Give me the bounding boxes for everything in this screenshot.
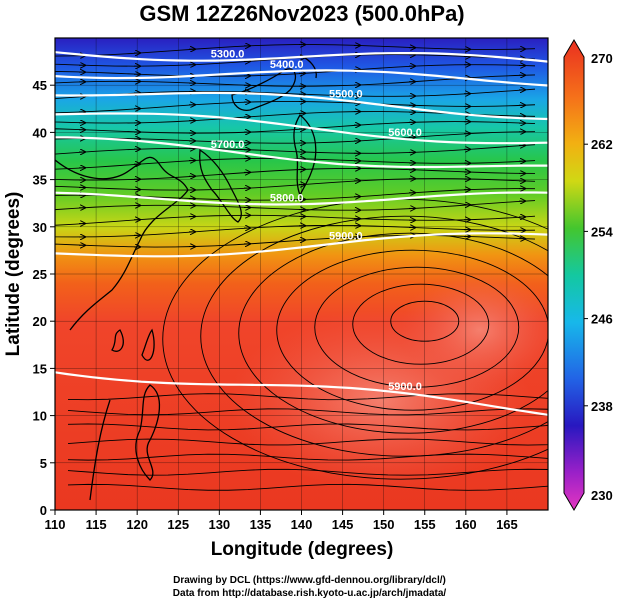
streamline (67, 483, 548, 491)
contour-line (55, 91, 548, 121)
streamline (67, 393, 548, 401)
streamline (55, 214, 536, 226)
streamline (55, 168, 536, 181)
plot-area: 5300.0 5400.0 5500.0 5600.0 5700.0 5800.0 5900… (55, 38, 548, 510)
colorbar-bar (563, 39, 585, 511)
contour-line (55, 51, 548, 63)
contour-line (55, 191, 548, 206)
y-tick-label: 5 (40, 456, 47, 471)
wind-streamlines (55, 44, 548, 491)
x-tick-label: 120 (126, 517, 148, 532)
streamline (55, 44, 536, 57)
streamline (67, 438, 548, 446)
contour-line (55, 371, 548, 416)
x-tick-label: 135 (250, 517, 272, 532)
warm-core-east (400, 270, 548, 390)
x-tick-label: 125 (167, 517, 189, 532)
x-tick-label: 115 (86, 517, 107, 532)
contour-label: 5600.0 (388, 127, 422, 139)
y-tick-label: 35 (33, 173, 47, 188)
anticyclone-streamline (352, 283, 490, 365)
streamline (67, 423, 548, 431)
streamline (67, 408, 548, 416)
y-tick-label: 20 (33, 314, 47, 329)
colorbar-ticks: 270 262 254 246 238 230 (584, 51, 613, 503)
x-tick-label: 160 (455, 517, 477, 532)
y-tick-label: 40 (33, 125, 47, 140)
chart-title: GSM 12Z26Nov2023 (500.0hPa) (139, 1, 464, 26)
y-axis-ticks: 0 5 10 15 20 25 30 35 40 45 (33, 78, 55, 518)
contour-label: 5500.0 (329, 89, 363, 101)
streamline (55, 101, 536, 114)
streamline (55, 121, 536, 134)
colorbar-tick-label: 262 (591, 137, 613, 152)
anticyclone-streamline (276, 249, 548, 411)
contour-line (55, 112, 548, 145)
streamline (67, 468, 548, 476)
y-tick-label: 45 (33, 78, 47, 93)
anticyclone-streamline (238, 232, 548, 434)
y-tick-label: 10 (33, 409, 47, 424)
streamline (55, 74, 536, 87)
colorbar-tick-label: 246 (591, 312, 613, 327)
colorbar: 270 262 254 246 238 230 (563, 39, 613, 511)
contour-label: 5800.0 (270, 192, 304, 204)
y-axis-title: Latitude (degrees) (3, 192, 24, 357)
contour-label: 5300.0 (211, 48, 245, 60)
y-tick-label: 25 (33, 267, 47, 282)
contour-line (55, 136, 548, 169)
colorbar-tick-label: 254 (591, 224, 613, 239)
contour-label: 5700.0 (211, 139, 245, 151)
x-axis-title: Longitude (degrees) (211, 539, 394, 560)
anticyclone-streamline (200, 215, 548, 457)
x-tick-label: 145 (332, 517, 354, 532)
contour-label: 5900.0 (388, 381, 422, 393)
streamline (67, 453, 548, 461)
streamline (55, 224, 536, 238)
contour-label: 5900.0 (329, 230, 363, 242)
x-tick-label: 130 (208, 517, 230, 532)
x-tick-label: 110 (45, 517, 66, 532)
y-tick-label: 0 (40, 503, 47, 518)
streamline (55, 144, 536, 155)
contour-line (55, 232, 548, 258)
anticyclone-streamline (314, 266, 520, 388)
streamline (55, 200, 536, 211)
credit-dcl: Drawing by DCL (https://www.gfd-dennou.o… (173, 575, 446, 586)
y-tick-label: 30 (33, 220, 47, 235)
streamline (55, 178, 536, 191)
colorbar-tick-label: 230 (591, 488, 613, 503)
streamline (55, 64, 536, 77)
contour-label: 5400.0 (270, 59, 304, 71)
x-tick-label: 150 (373, 517, 395, 532)
anticyclone-streamline (390, 300, 460, 342)
colorbar-tick-label: 270 (591, 51, 613, 66)
credit-data-source: Data from http://database.rish.kyoto-u.a… (172, 588, 447, 599)
colorbar-tick-label: 238 (591, 399, 613, 414)
x-axis-ticks: 110 115 120 125 130 135 140 145 150 155 160 165 (45, 510, 518, 532)
x-tick-label: 155 (414, 517, 436, 532)
height-contours: 5300.0 5400.0 5500.0 5600.0 5700.0 5800.0 5900… (55, 48, 548, 416)
x-tick-label: 165 (496, 517, 518, 532)
x-tick-label: 140 (291, 517, 313, 532)
contour-line (55, 69, 548, 87)
y-tick-label: 15 (33, 361, 47, 376)
streamline (55, 235, 536, 248)
